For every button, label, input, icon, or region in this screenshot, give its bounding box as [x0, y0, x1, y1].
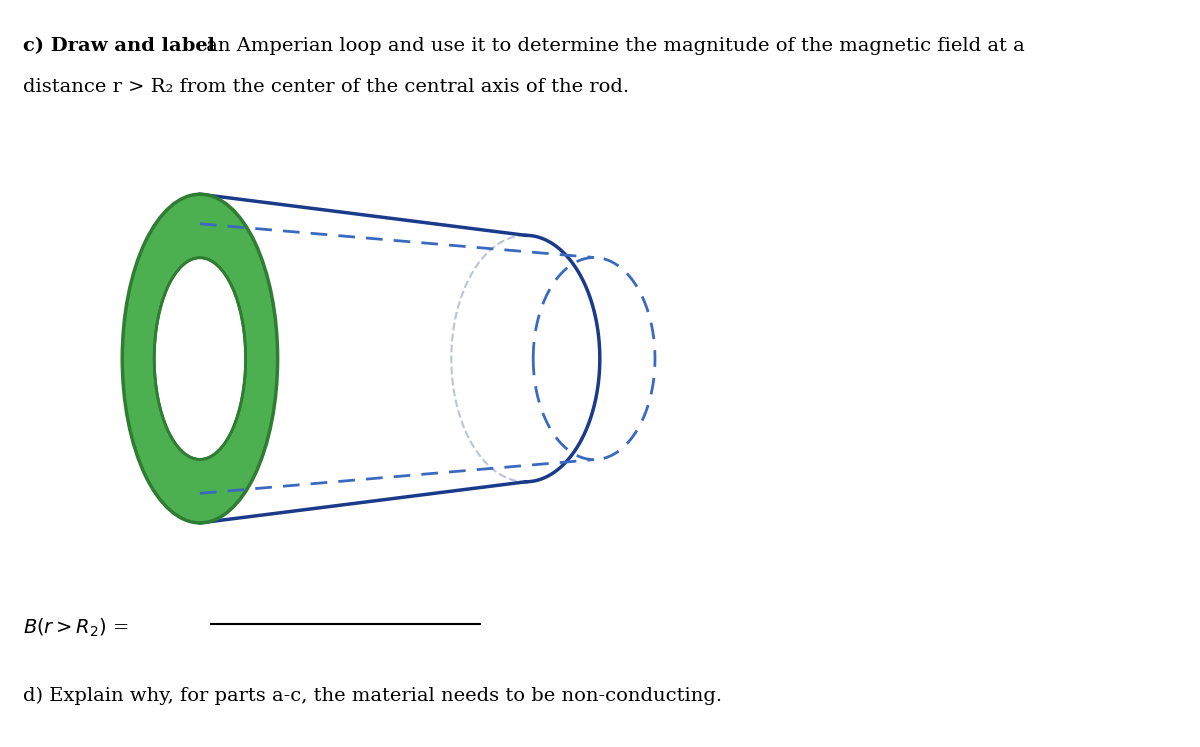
Text: d) Explain why, for parts a-c, the material needs to be non-conducting.: d) Explain why, for parts a-c, the mater… [23, 687, 722, 705]
Ellipse shape [122, 194, 277, 523]
Text: distance r > R₂ from the center of the central axis of the rod.: distance r > R₂ from the center of the c… [23, 78, 629, 96]
Text: $\it{B}$$(r > R_2)$ =: $\it{B}$$(r > R_2)$ = [23, 616, 131, 639]
Text: c) Draw and label: c) Draw and label [23, 37, 215, 55]
Text: an Amperian loop and use it to determine the magnitude of the magnetic field at : an Amperian loop and use it to determine… [200, 37, 1025, 55]
Ellipse shape [155, 258, 246, 459]
